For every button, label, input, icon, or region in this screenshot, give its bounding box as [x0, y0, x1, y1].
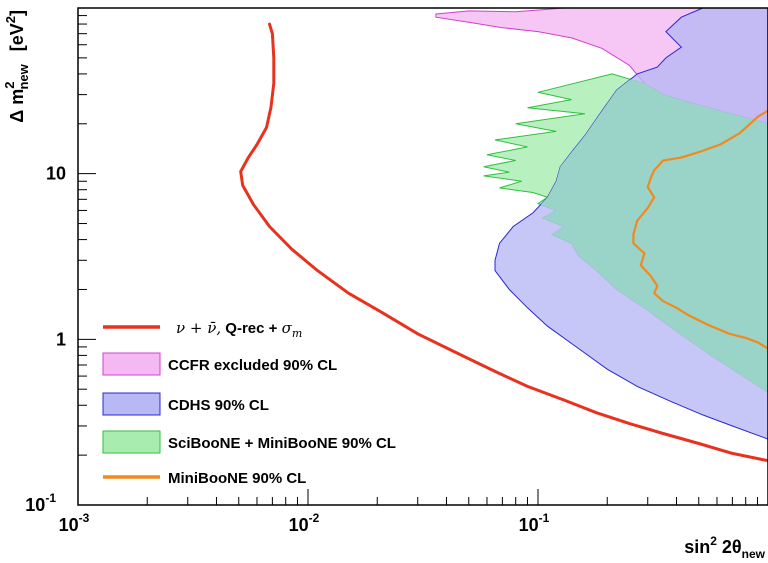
legend-swatch: [102, 352, 161, 376]
legend-swatch: [102, 392, 161, 416]
x-tick-label: 10-2: [289, 511, 320, 535]
y-tick-label: 1: [56, 329, 66, 349]
legend: ν + ν̄, Q-rec + σm CCFR excluded 90% CL CD…: [102, 319, 396, 487]
legend-label: CCFR excluded 90% CL: [168, 357, 337, 374]
legend-label: MiniBooNE 90% CL: [168, 470, 306, 487]
series-layer: [239, 8, 768, 463]
x-axis-title: sin2 2θnew: [684, 534, 765, 561]
plot-frame: [77, 7, 768, 506]
legend-label: ν + ν̄, Q-rec + σm: [176, 319, 302, 340]
axes: 10-3 10-2 10-1 10-1 1 10 sin2 2θnew Δ m2new [eV…: [2, 7, 768, 561]
x-tick-label: 10-3: [59, 511, 90, 535]
y-tick-label: 10-1: [25, 491, 56, 515]
x-tick-label: 10-1: [519, 511, 550, 535]
legend-label: SciBooNE + MiniBooNE 90% CL: [168, 435, 396, 452]
line-miniboone-90-cl: [632, 109, 768, 350]
y-tick-label: 10: [46, 164, 66, 184]
line-q-rec-m: [239, 22, 768, 463]
y-axis-title: Δ m2new [eV2]: [2, 10, 31, 123]
legend-swatch: [102, 430, 161, 454]
legend-label: CDHS 90% CL: [168, 397, 269, 414]
